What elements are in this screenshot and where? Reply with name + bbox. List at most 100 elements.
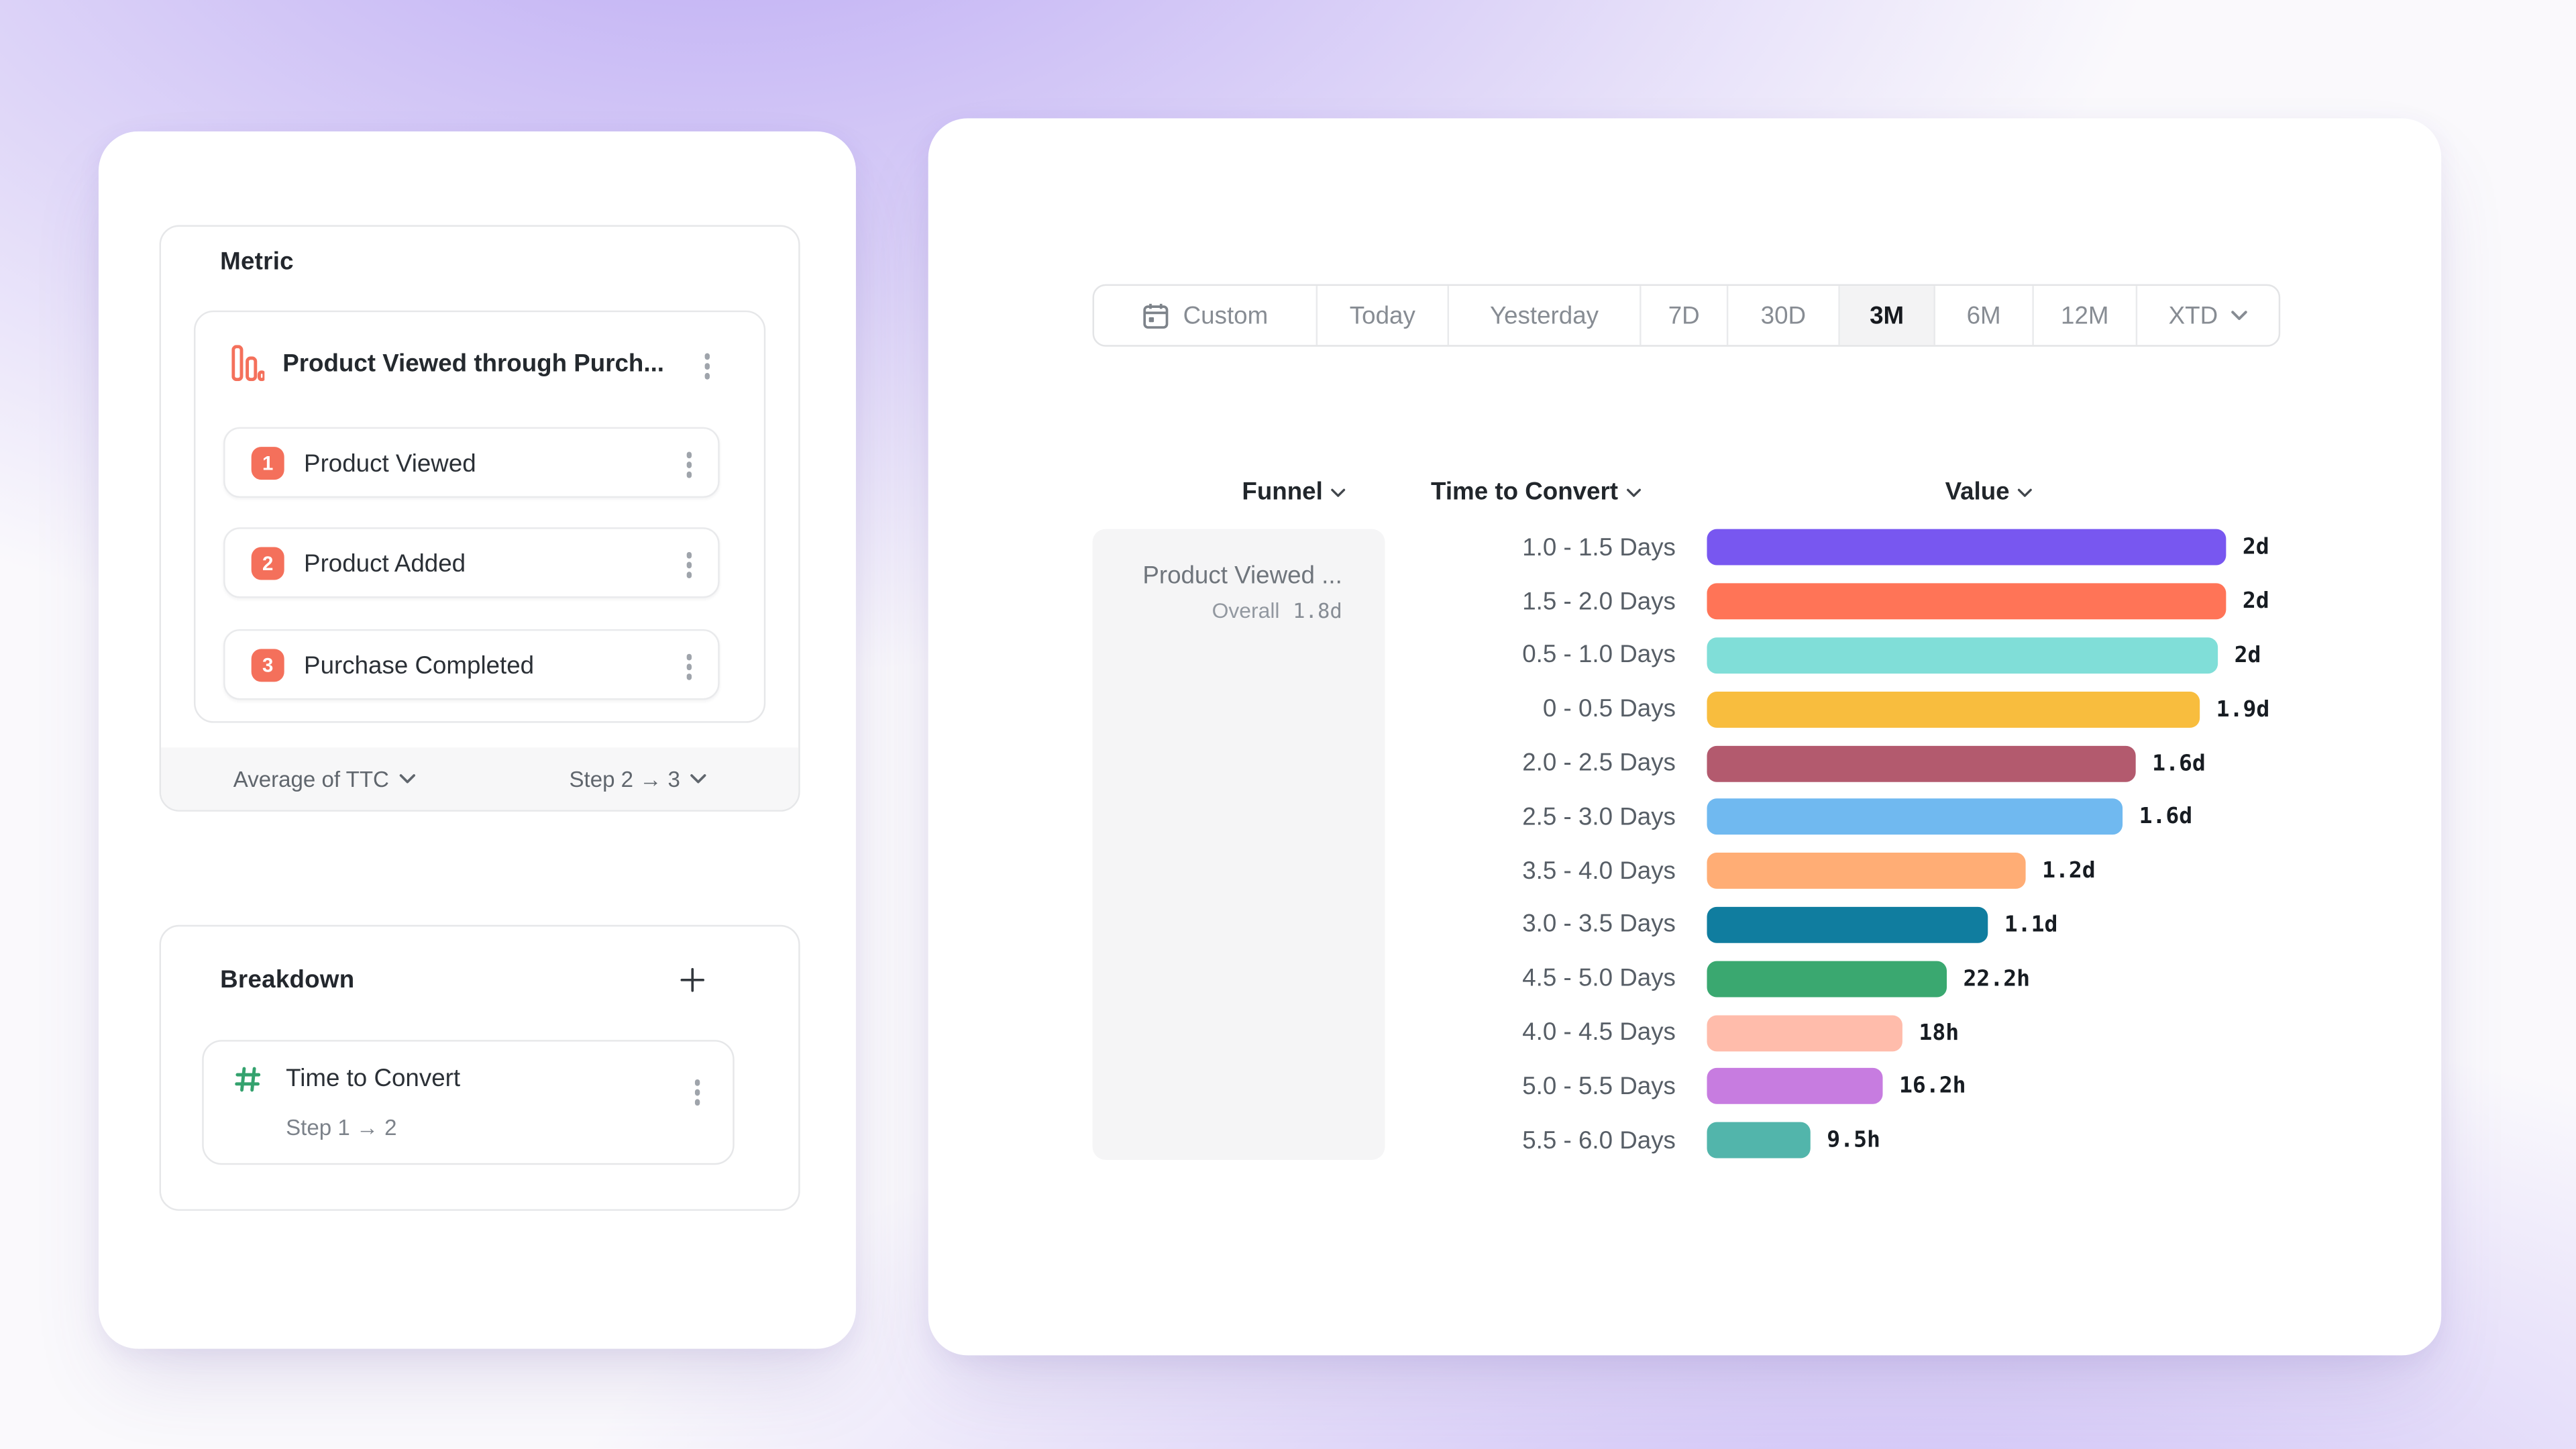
step-label: Product Viewed: [304, 450, 476, 478]
date-range-today[interactable]: Today: [1318, 286, 1450, 345]
funnel-metric-card: Product Viewed through Purch... 1 Product…: [193, 310, 766, 723]
date-range-yesterday[interactable]: Yesterday: [1449, 286, 1642, 345]
ttc-value-label: 2d: [2242, 588, 2269, 615]
ttc-bucket-label: 0.5 - 1.0 Days: [1522, 641, 1676, 669]
step-number-badge: 2: [251, 547, 284, 580]
funnel-step[interactable]: 3 Purchase Completed: [223, 629, 720, 700]
funnel-column-header[interactable]: Funnel: [1242, 478, 1346, 506]
step-label: Purchase Completed: [304, 652, 535, 680]
ttc-value-label: 18h: [1919, 1019, 1960, 1046]
breakdown-property-label: Time to Convert: [286, 1064, 461, 1093]
step-number-badge: 3: [251, 649, 284, 682]
ttc-bar: [1707, 853, 2026, 890]
ttc-bar: [1707, 691, 2200, 728]
kebab-menu-icon[interactable]: [681, 649, 696, 684]
kebab-menu-icon[interactable]: [681, 547, 696, 583]
ttc-bar: [1707, 1014, 1902, 1051]
chevron-down-icon: [2231, 311, 2247, 321]
ttc-bar: [1707, 745, 2136, 782]
ttc-row: 0.5 - 1.0 Days 2d: [1208, 629, 2390, 682]
date-range-30d[interactable]: 30D: [1728, 286, 1840, 345]
funnel-column-label: Funnel: [1242, 478, 1323, 506]
breakdown-section-card: Breakdown Time to Convert Step 1 → 2: [159, 924, 800, 1211]
ttc-bucket-label: 3.5 - 4.0 Days: [1522, 857, 1676, 885]
ttc-value-label: 2d: [2242, 534, 2269, 561]
funnel-step[interactable]: 2 Product Added: [223, 527, 720, 598]
ttc-bar: [1707, 799, 2123, 836]
ttc-bucket-label: 4.5 - 5.0 Days: [1522, 965, 1676, 993]
kebab-menu-icon[interactable]: [699, 348, 714, 384]
ttc-row: 4.5 - 5.0 Days 22.2h: [1208, 952, 2390, 1006]
ttc-row: 1.5 - 2.0 Days 2d: [1208, 575, 2390, 629]
ttc-value-label: 1.6d: [2152, 750, 2206, 777]
aggregation-dropdown[interactable]: Average of TTC: [233, 766, 415, 791]
ttc-bar: [1707, 906, 1988, 943]
date-range-3m[interactable]: 3M: [1839, 286, 1935, 345]
ttc-bar: [1707, 1068, 1883, 1105]
ttc-value-label: 9.5h: [1827, 1127, 1880, 1154]
funnel-group-cell: Product Viewed ... Overall 1.8d: [1092, 529, 1385, 1160]
ttc-bucket-label: 1.5 - 2.0 Days: [1522, 587, 1676, 616]
kebab-menu-icon[interactable]: [689, 1075, 704, 1110]
funnel-chart-icon: [231, 345, 266, 382]
ttc-bucket-label: 2.0 - 2.5 Days: [1522, 749, 1676, 777]
ttc-bucket-label: 4.0 - 4.5 Days: [1522, 1018, 1676, 1047]
chevron-down-icon: [399, 773, 415, 784]
date-range-7d[interactable]: 7D: [1642, 286, 1729, 345]
ttc-bucket-label: 0 - 0.5 Days: [1542, 695, 1676, 724]
step-range-dropdown[interactable]: Step 2 → 3: [569, 766, 706, 791]
time-to-convert-column-header[interactable]: Time to Convert: [1431, 478, 1641, 506]
date-range-12m[interactable]: 12M: [2034, 286, 2138, 345]
step-label: Product Added: [304, 550, 466, 579]
chevron-down-icon: [1331, 487, 1346, 497]
funnel-group-name: Product Viewed ...: [1142, 561, 1342, 590]
ttc-rows: 1.0 - 1.5 Days 2d 1.5 - 2.0 Days 2d 0.5 - 1.…: [1208, 521, 2390, 1167]
kebab-menu-icon[interactable]: [681, 447, 696, 482]
metric-section-card: Metric Product Viewed through Purch... 1…: [159, 225, 800, 812]
date-range-label: 7D: [1668, 301, 1700, 330]
chevron-down-icon: [690, 773, 706, 784]
ttc-value-label: 2d: [2234, 642, 2261, 669]
ttc-value-label: 1.1d: [2004, 912, 2058, 938]
chevron-down-icon: [1626, 487, 1641, 497]
date-range-6m[interactable]: 6M: [1935, 286, 2034, 345]
date-range-xtd[interactable]: XTD: [2137, 286, 2279, 345]
ttc-value-label: 22.2h: [1963, 965, 2031, 992]
ttc-value-label: 1.2d: [2042, 857, 2096, 884]
breakdown-step-range: Step 1 → 2: [286, 1115, 397, 1140]
ttc-bar: [1707, 1122, 1811, 1159]
metric-section-title: Metric: [220, 248, 294, 276]
value-column-label: Value: [1945, 478, 2010, 506]
ttc-bucket-label: 5.0 - 5.5 Days: [1522, 1072, 1676, 1101]
date-range-label: Today: [1349, 301, 1415, 330]
ttc-bar: [1707, 637, 2218, 674]
ttc-value-label: 16.2h: [1899, 1073, 1966, 1100]
breakdown-property-card[interactable]: Time to Convert Step 1 → 2: [202, 1040, 735, 1165]
date-range-label: XTD: [2168, 301, 2218, 330]
ttc-value-label: 1.9d: [2216, 696, 2270, 723]
funnel-metric-header[interactable]: Product Viewed through Purch...: [195, 312, 763, 414]
step-range-label: Step 2 → 3: [569, 766, 680, 792]
ttc-row: 0 - 0.5 Days 1.9d: [1208, 682, 2390, 736]
ttc-row: 2.0 - 2.5 Days 1.6d: [1208, 737, 2390, 790]
report-panel: Custom Today Yesterday 7D 30D 3M 6M 12M XTD Funn…: [928, 118, 2442, 1356]
date-range-label: 12M: [2061, 301, 2109, 330]
ttc-bucket-label: 2.5 - 3.0 Days: [1522, 803, 1676, 831]
time-to-convert-column-label: Time to Convert: [1431, 478, 1619, 506]
funnel-step[interactable]: 1 Product Viewed: [223, 427, 720, 498]
date-range-custom[interactable]: Custom: [1094, 286, 1318, 345]
chevron-down-icon: [2018, 487, 2033, 497]
step-number-badge: 1: [251, 447, 284, 480]
ttc-row: 5.5 - 6.0 Days 9.5h: [1208, 1114, 2390, 1167]
value-column-header[interactable]: Value: [1945, 478, 2033, 506]
ttc-bar: [1707, 529, 2226, 566]
ttc-bucket-label: 5.5 - 6.0 Days: [1522, 1126, 1676, 1155]
breakdown-section-title: Breakdown: [220, 966, 355, 994]
ttc-row: 1.0 - 1.5 Days 2d: [1208, 521, 2390, 574]
add-breakdown-button[interactable]: [677, 965, 706, 994]
funnel-metric-name: Product Viewed through Purch...: [282, 350, 665, 378]
overall-label: Overall: [1212, 598, 1280, 623]
date-range-picker: Custom Today Yesterday 7D 30D 3M 6M 12M XTD: [1092, 284, 2281, 347]
ttc-value-label: 1.6d: [2139, 804, 2193, 830]
